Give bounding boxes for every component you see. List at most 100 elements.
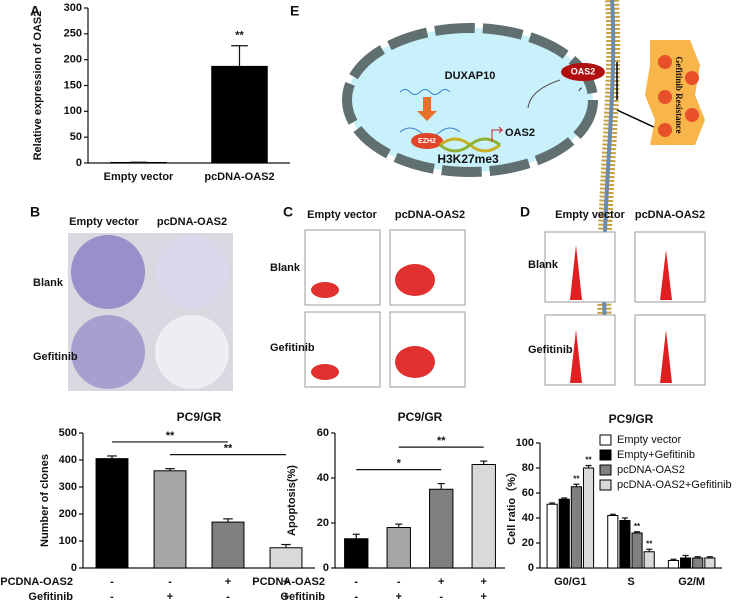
diagram-label: H3K27me3 [437, 152, 499, 166]
condition-sign: + [283, 591, 289, 603]
condition-sign: + [481, 591, 487, 603]
condition-sign: + [167, 591, 173, 603]
y-axis-label: Apoptosis(%) [286, 465, 298, 536]
y-axis-label: Number of clones [39, 454, 51, 547]
y-tick-label: 200 [64, 54, 82, 66]
panel-label: D [520, 204, 530, 220]
diagram-e: DUXAP10 EZH2 H3K27me3 OAS2 OAS2 Gefitini… [342, 0, 705, 331]
bar [692, 557, 704, 569]
nucleus [342, 23, 598, 177]
row-label: Blank [270, 262, 301, 274]
panel-label: E [290, 3, 299, 19]
bar [704, 557, 716, 569]
dish [155, 315, 229, 389]
cloud [311, 364, 339, 380]
y-tick-label: 400 [59, 454, 77, 466]
dish [155, 235, 229, 309]
diagram-label: DUXAP10 [445, 70, 496, 82]
column-label: pcDNA-OAS2 [157, 216, 227, 228]
condition-sign: + [438, 576, 444, 588]
column-label: pcDNA-OAS2 [395, 209, 465, 221]
peak [570, 245, 672, 383]
condition-name: Gefitinib [280, 591, 325, 603]
bar [429, 488, 454, 569]
x-tick-label: pcDNA-OAS2 [204, 171, 274, 183]
legend-label: pcDNA-OAS2+Gefitinib [617, 479, 732, 491]
y-tick-label: 200 [59, 508, 77, 520]
diagram-label: OAS2 [505, 127, 535, 139]
significance: ** [585, 456, 592, 465]
bar [667, 560, 680, 569]
condition-sign: + [225, 576, 231, 588]
significance: ** [437, 435, 446, 447]
legend-label: Empty+Gefitinib [617, 449, 695, 461]
condition-sign: - [354, 591, 358, 603]
significance: ** [634, 522, 641, 531]
dna [439, 137, 501, 153]
arrow [578, 87, 583, 92]
bar [680, 557, 692, 569]
y-tick-label: 300 [59, 481, 77, 493]
column-label: Empty vector [69, 216, 139, 228]
bar [211, 521, 245, 569]
condition-name: PCDNA-OAS2 [0, 576, 73, 588]
bar [570, 486, 582, 569]
condition-sign: - [110, 576, 114, 588]
row-label: Gefitinib [528, 344, 573, 356]
legend-swatch [599, 464, 612, 476]
bar [211, 65, 268, 164]
chart-title: PC9/GR [609, 412, 654, 426]
row-label: Gefitinib [33, 351, 78, 363]
image-b [68, 233, 233, 391]
y-tick-label: 100 [59, 535, 77, 547]
row-label: Blank [528, 259, 559, 271]
bar [471, 464, 496, 569]
y-tick-label: 80 [522, 462, 534, 474]
significance: ** [224, 443, 233, 455]
condition-name: PCDNA-OAS2 [252, 576, 325, 588]
y-tick-label: 100 [64, 105, 82, 117]
condition-sign: - [354, 576, 358, 588]
y-tick-label: 500 [59, 427, 77, 439]
cell-nucleus [685, 71, 699, 85]
image-d [544, 231, 706, 386]
legend-swatch [599, 434, 612, 446]
significance: ** [573, 474, 580, 483]
significance: ** [646, 539, 653, 548]
panel-label: A [30, 3, 40, 19]
ezh2 [411, 133, 443, 149]
diagram-label: Gefitinib Resistance [674, 56, 684, 133]
oas2-protein [561, 63, 605, 81]
legend-swatch [599, 449, 612, 461]
condition-sign: - [439, 591, 443, 603]
row-label: Gefitinib [270, 342, 315, 354]
promoter [491, 126, 504, 142]
y-tick-label: 0 [323, 562, 329, 574]
condition-sign: - [397, 576, 401, 588]
bar [153, 470, 187, 569]
bar [643, 551, 655, 569]
y-tick-label: 20 [522, 537, 534, 549]
legend-label: pcDNA-OAS2 [617, 464, 685, 476]
cell-nucleus [685, 108, 699, 122]
y-tick-label: 150 [64, 79, 82, 91]
y-tick-label: 40 [522, 512, 534, 524]
column-label: Empty vector [307, 209, 377, 221]
condition-sign: + [396, 591, 402, 603]
bar [631, 532, 643, 569]
row-label: Blank [33, 277, 64, 289]
significance: * [397, 458, 402, 470]
rna-strand [399, 89, 451, 95]
y-tick-label: 60 [317, 427, 329, 439]
cell-nucleus [658, 123, 672, 137]
condition-sign: - [168, 576, 172, 588]
column-label: Empty vector [555, 209, 625, 221]
condition-sign: - [110, 591, 114, 603]
y-tick-label: 0 [71, 562, 77, 574]
arrow [527, 79, 561, 109]
cloud [395, 264, 435, 296]
y-tick-label: 50 [70, 131, 82, 143]
x-tick-label: S [627, 576, 634, 588]
cloud [395, 346, 435, 378]
